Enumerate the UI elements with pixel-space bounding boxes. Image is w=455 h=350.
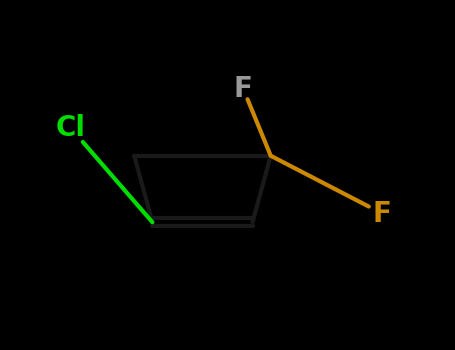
Text: F: F — [373, 199, 392, 228]
Text: F: F — [234, 75, 253, 103]
Text: Cl: Cl — [56, 114, 86, 142]
